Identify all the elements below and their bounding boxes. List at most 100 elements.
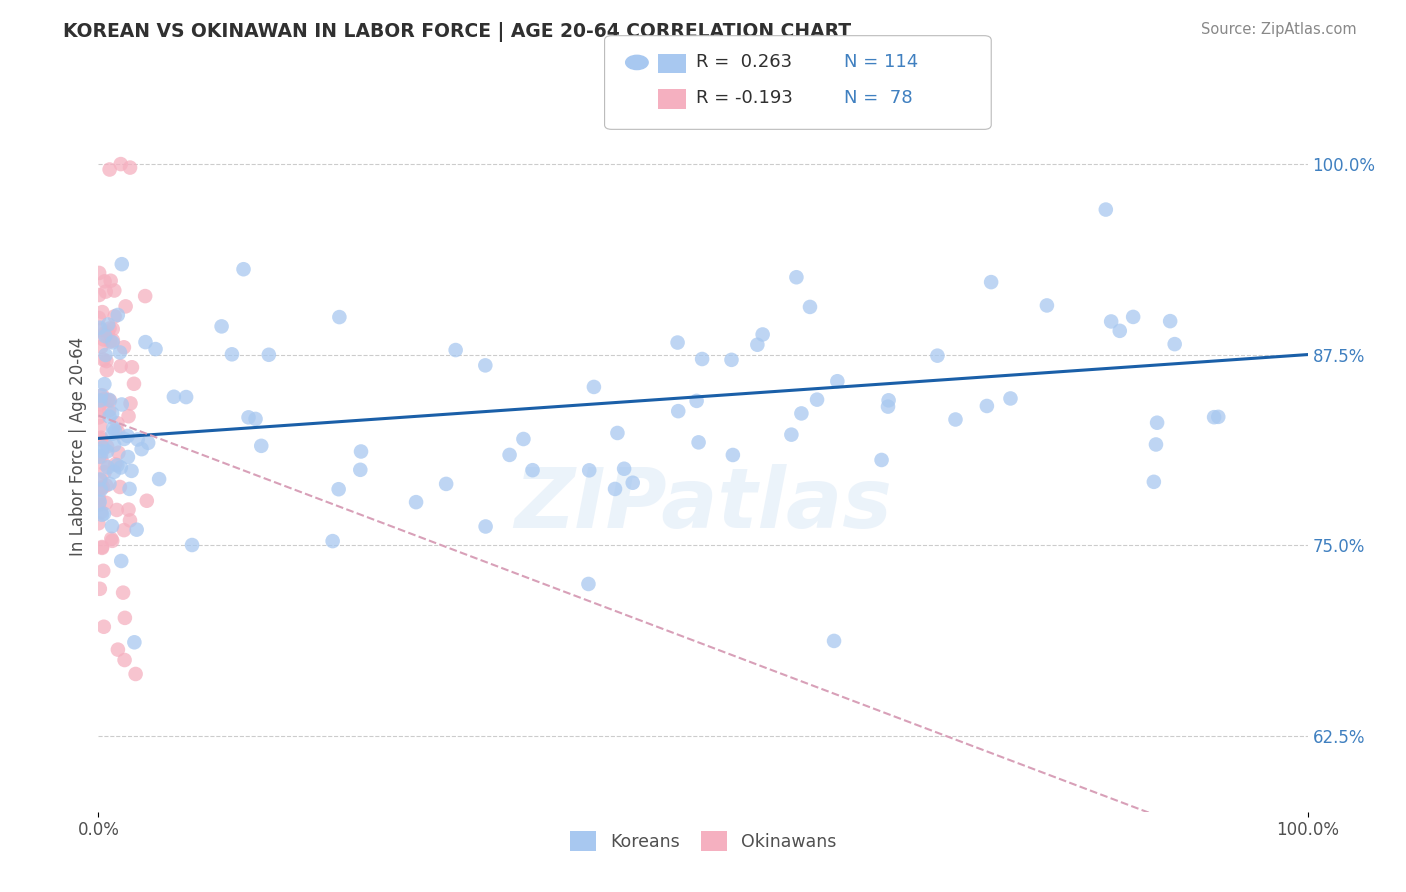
Point xyxy=(1099,314,1122,328)
Point xyxy=(114,299,136,313)
Point xyxy=(134,335,156,350)
Point xyxy=(101,426,124,441)
Point xyxy=(1108,324,1130,338)
Point xyxy=(174,390,197,404)
Point xyxy=(107,425,129,440)
Point xyxy=(98,393,121,408)
Point xyxy=(238,410,260,425)
Point xyxy=(101,519,124,533)
Point xyxy=(121,360,143,375)
Point xyxy=(89,266,111,280)
Point xyxy=(100,532,122,546)
Point xyxy=(89,582,111,596)
Point xyxy=(111,257,134,271)
Point xyxy=(98,321,121,335)
Point xyxy=(125,523,148,537)
Point xyxy=(98,162,121,177)
Point xyxy=(87,491,110,505)
Point xyxy=(91,541,114,555)
Point xyxy=(117,429,139,443)
Point xyxy=(512,432,534,446)
Point xyxy=(91,441,114,455)
Point xyxy=(110,157,132,171)
Point xyxy=(111,397,134,411)
Point xyxy=(89,397,111,411)
Point xyxy=(108,480,131,494)
Text: N =  78: N = 78 xyxy=(844,89,912,107)
Point xyxy=(91,564,114,578)
Point xyxy=(87,516,110,531)
Text: R = -0.193: R = -0.193 xyxy=(696,89,793,107)
Point xyxy=(124,667,146,681)
Point xyxy=(1163,337,1185,351)
Point xyxy=(148,472,170,486)
Point xyxy=(89,473,111,487)
Point xyxy=(93,392,115,407)
Point xyxy=(103,284,125,298)
Point xyxy=(97,460,120,475)
Point xyxy=(90,340,112,354)
Point xyxy=(87,310,110,325)
Point xyxy=(98,392,121,407)
Point xyxy=(90,389,112,403)
Point xyxy=(751,327,773,342)
Point xyxy=(434,476,457,491)
Point xyxy=(221,347,243,361)
Point xyxy=(790,406,813,420)
Point xyxy=(90,505,112,519)
Point xyxy=(89,473,111,487)
Point xyxy=(747,337,769,351)
Point xyxy=(93,326,115,341)
Point xyxy=(101,335,124,350)
Point xyxy=(105,458,128,473)
Point xyxy=(93,377,115,392)
Point xyxy=(87,288,110,302)
Point xyxy=(131,442,153,457)
Point xyxy=(103,438,125,452)
Point xyxy=(87,403,110,417)
Point xyxy=(91,480,114,494)
Point xyxy=(1000,392,1022,406)
Point xyxy=(90,483,112,497)
Point xyxy=(89,418,111,433)
Point xyxy=(1122,310,1144,324)
Point xyxy=(328,482,350,496)
Point xyxy=(97,318,120,332)
Point xyxy=(98,476,121,491)
Point xyxy=(135,493,157,508)
Point xyxy=(127,433,149,447)
Point xyxy=(91,456,114,470)
Point xyxy=(1206,409,1229,424)
Point xyxy=(666,404,689,418)
Point xyxy=(87,410,110,425)
Point xyxy=(927,349,949,363)
Point xyxy=(1144,437,1167,451)
Point xyxy=(121,464,143,478)
Text: ZIPatlas: ZIPatlas xyxy=(515,464,891,545)
Point xyxy=(1094,202,1116,217)
Point xyxy=(498,448,520,462)
Point xyxy=(122,376,145,391)
Point xyxy=(690,351,713,366)
Point xyxy=(101,322,124,336)
Point xyxy=(118,513,141,527)
Point xyxy=(114,653,136,667)
Point xyxy=(1036,298,1059,312)
Point xyxy=(101,406,124,420)
Point xyxy=(1146,416,1168,430)
Point xyxy=(578,463,600,477)
Point xyxy=(621,475,644,490)
Point xyxy=(799,300,821,314)
Point xyxy=(107,416,129,430)
Point xyxy=(107,446,129,460)
Point xyxy=(91,388,114,402)
Point xyxy=(94,285,117,299)
Point xyxy=(117,409,139,424)
Point xyxy=(349,463,371,477)
Point xyxy=(89,393,111,408)
Point xyxy=(112,585,135,599)
Point xyxy=(582,380,605,394)
Point xyxy=(110,359,132,373)
Point xyxy=(93,620,115,634)
Point xyxy=(91,508,114,522)
